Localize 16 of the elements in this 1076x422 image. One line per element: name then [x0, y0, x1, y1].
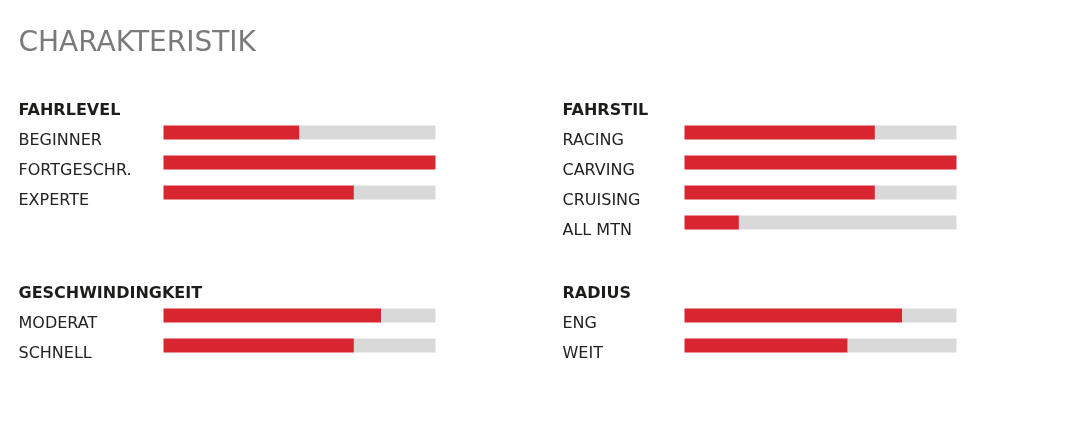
y-tick-label: EXPERTE	[18, 190, 90, 209]
y-tick-label: WEIT	[562, 343, 604, 362]
chart-title: GESCHWINDINGKEIT	[18, 282, 203, 302]
y-tick-label: BEGINNER	[18, 130, 102, 149]
y-tick-label: ENG	[562, 313, 597, 332]
y-tick-label: CRUISING	[562, 190, 641, 209]
chart-title: RADIUS	[562, 282, 631, 302]
y-tick-label: CARVING	[562, 160, 635, 179]
chart-title: FAHRLEVEL	[18, 99, 121, 119]
y-tick-label: ALL MTN	[562, 220, 632, 239]
y-tick-label: SCHNELL	[18, 343, 92, 362]
y-tick-label: FORTGESCHR.	[18, 160, 132, 179]
chart-title: FAHRSTIL	[562, 99, 649, 119]
y-tick-label: RACING	[562, 130, 624, 149]
text: CHARAKTERISTIK	[18, 24, 257, 58]
y-tick-label: MODERAT	[18, 313, 98, 332]
